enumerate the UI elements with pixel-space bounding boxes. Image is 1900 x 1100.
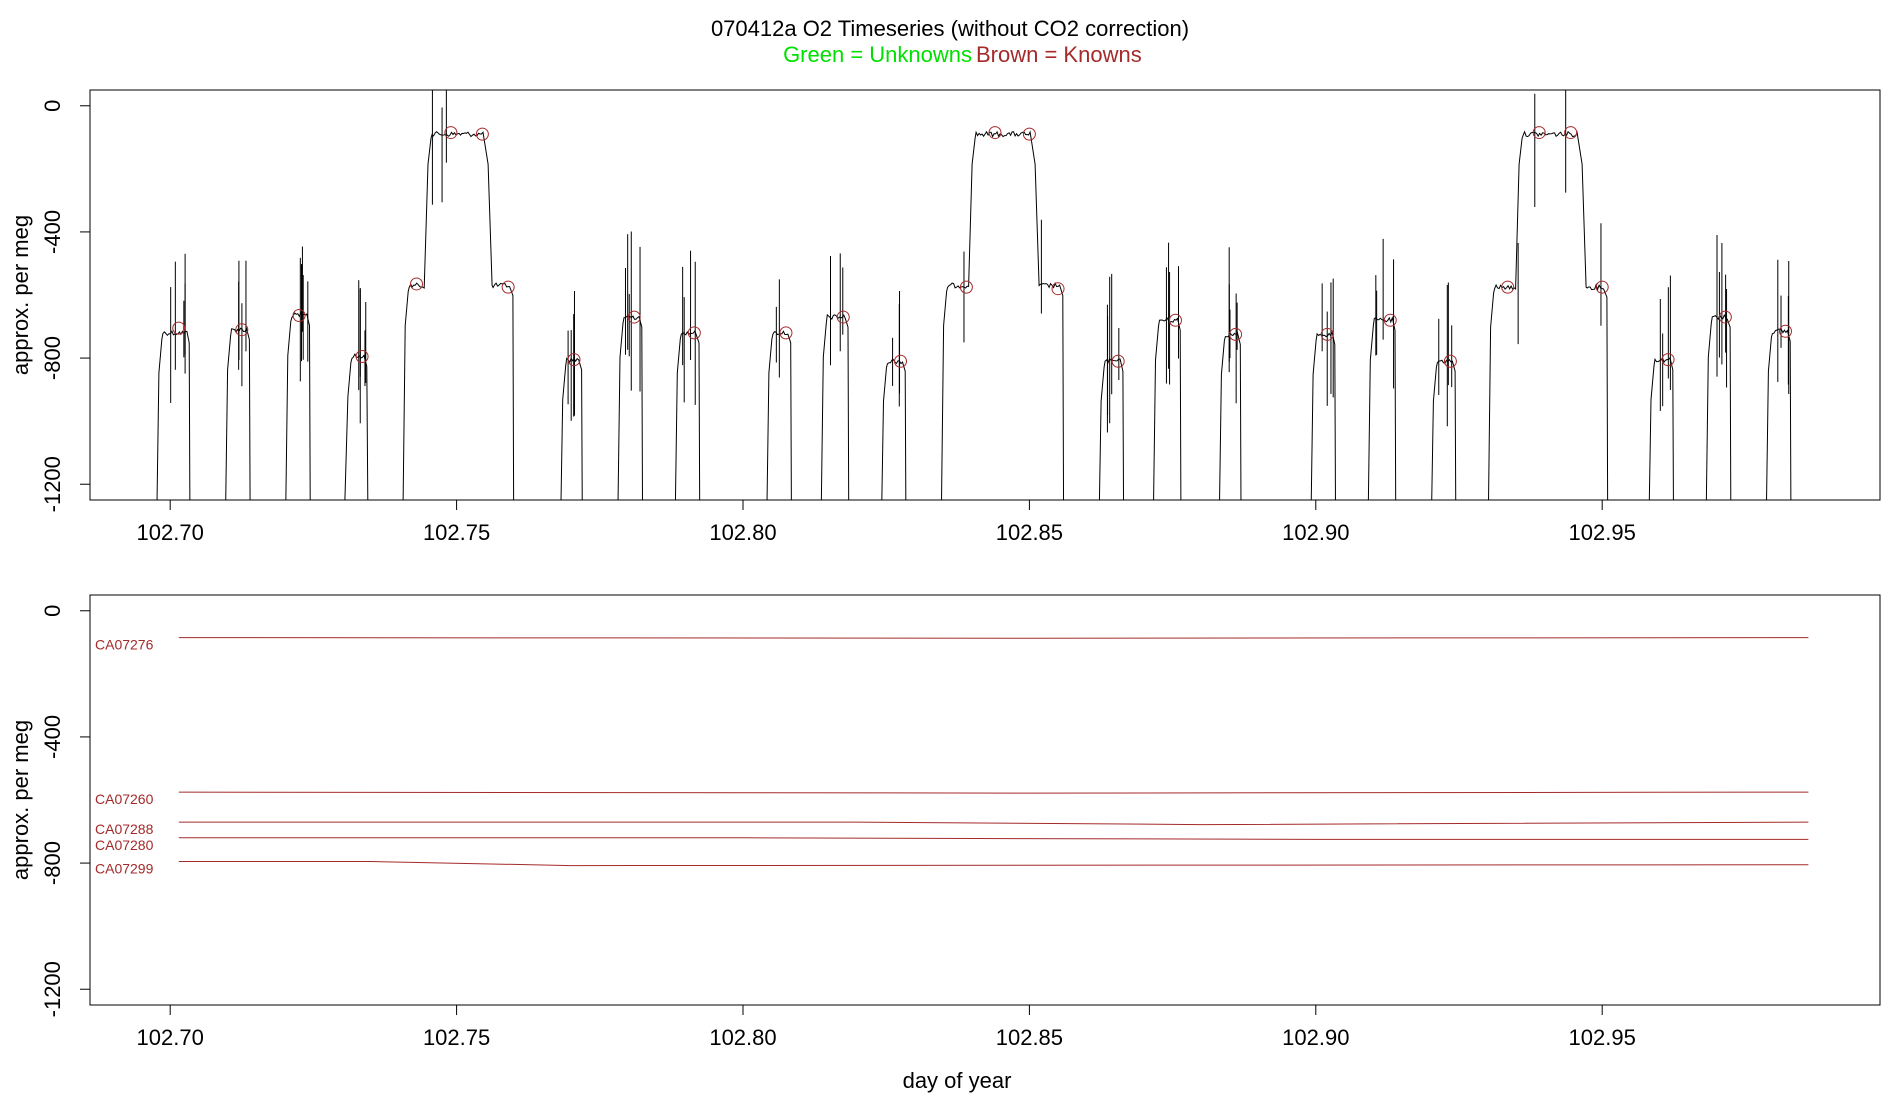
trace-segment — [285, 312, 311, 500]
known-marker — [687, 326, 701, 340]
trace-segment — [560, 357, 583, 500]
bottom-x-tick-label: 102.85 — [996, 1025, 1063, 1050]
known-marker — [355, 350, 369, 363]
trace-segment — [1431, 358, 1457, 500]
known-marker — [1564, 126, 1578, 140]
top-y-tick-label: -1200 — [40, 456, 65, 512]
top-panel-plot: 102.70 102.75 102.80 102.85 102.90 102.95 0 -40… — [8, 89, 1881, 545]
known-marker — [1718, 310, 1732, 324]
top-x-tick-label: 102.95 — [1569, 520, 1636, 545]
known-marker — [1383, 313, 1397, 327]
top-x-tick-label: 102.85 — [996, 520, 1063, 545]
known-marker — [1661, 353, 1675, 367]
top-y-tick-label: -800 — [40, 336, 65, 380]
known-marker — [1168, 313, 1182, 327]
known-marker — [894, 354, 908, 368]
series-line-ca07299 — [178, 861, 1809, 867]
known-marker — [836, 310, 850, 324]
known-marker — [959, 280, 973, 294]
known-marker — [1320, 327, 1334, 341]
series-label: CA07276 — [95, 637, 154, 653]
bottom-x-tick-label: 102.70 — [137, 1025, 204, 1050]
known-marker — [1501, 280, 1515, 294]
series-label: CA07260 — [95, 791, 154, 807]
series-line-ca07288 — [178, 821, 1809, 826]
top-x-tick-label: 102.70 — [137, 520, 204, 545]
trace-segment — [344, 352, 369, 500]
known-marker — [1111, 354, 1125, 368]
trace-segment — [1153, 316, 1182, 500]
trace-segment — [674, 329, 701, 500]
bottom-y-tick-label: -400 — [40, 715, 65, 759]
top-trace-data — [156, 90, 1792, 500]
known-marker — [1022, 127, 1036, 141]
trace-segment — [1098, 357, 1125, 500]
bottom-plot-frame — [89, 594, 1881, 1006]
known-marker — [779, 326, 793, 340]
trace-segment — [881, 359, 907, 500]
trace-segment — [402, 131, 515, 500]
trace-segment — [941, 130, 1065, 500]
known-marker — [475, 127, 489, 141]
known-marker — [1443, 354, 1457, 368]
series-line-ca07280 — [178, 837, 1809, 840]
known-marker — [409, 277, 423, 291]
top-known-markers — [172, 126, 1792, 368]
bottom-axes: 102.70 102.75 102.80 102.85 102.90 102.95 0 -40… — [40, 605, 1636, 1050]
series-label: CA07288 — [95, 821, 154, 837]
bottom-y-axis-label: approx. per meg — [8, 720, 33, 880]
trace-segment — [1648, 356, 1674, 500]
top-plot-frame — [89, 89, 1881, 501]
top-x-tick-label: 102.75 — [423, 520, 490, 545]
bottom-y-tick-label: -1200 — [40, 961, 65, 1017]
bottom-x-tick-label: 102.80 — [709, 1025, 776, 1050]
top-y-axis-label: approx. per meg — [8, 215, 33, 375]
trace-segment — [1367, 316, 1397, 500]
legend-unknowns: Green = Unknowns — [783, 42, 972, 67]
bottom-y-tick-label: 0 — [40, 605, 65, 617]
bottom-x-tick-label: 102.90 — [1282, 1025, 1349, 1050]
known-marker — [1778, 324, 1792, 338]
trace-segment — [1488, 130, 1609, 500]
trace-segment — [1705, 313, 1732, 500]
known-marker — [501, 280, 515, 294]
legend-knowns: Brown = Knowns — [976, 42, 1142, 67]
series-label: CA07280 — [95, 837, 154, 853]
chart-title: 070412a O2 Timeseries (without CO2 corre… — [711, 16, 1189, 41]
trace-segment — [820, 313, 850, 500]
known-marker — [1051, 282, 1065, 296]
series-line-ca07276 — [178, 637, 1809, 639]
series-line-ca07260 — [178, 791, 1809, 794]
trace-segment — [1219, 331, 1242, 500]
top-axes: 102.70 102.75 102.80 102.85 102.90 102.95 0 -40… — [40, 100, 1636, 545]
bottom-x-axis-label: day of year — [903, 1068, 1012, 1093]
bottom-y-tick-label: -800 — [40, 841, 65, 885]
trace-segment — [1766, 328, 1792, 500]
top-x-tick-label: 102.90 — [1282, 520, 1349, 545]
bottom-x-tick-label: 102.75 — [423, 1025, 490, 1050]
known-marker — [235, 323, 249, 337]
top-x-tick-label: 102.80 — [709, 520, 776, 545]
known-marker — [1229, 327, 1243, 341]
bottom-x-tick-label: 102.95 — [1569, 1025, 1636, 1050]
known-marker — [1595, 280, 1609, 294]
known-marker — [292, 309, 306, 322]
known-marker — [172, 321, 186, 335]
top-y-tick-label: 0 — [40, 100, 65, 112]
known-marker — [567, 353, 581, 367]
trace-segment — [225, 327, 251, 500]
top-y-tick-label: -400 — [40, 210, 65, 254]
series-label: CA07299 — [95, 861, 154, 877]
known-marker — [444, 126, 458, 140]
known-marker — [988, 126, 1002, 140]
trace-segment — [617, 315, 643, 500]
known-marker — [1532, 126, 1546, 140]
known-marker — [627, 310, 641, 324]
